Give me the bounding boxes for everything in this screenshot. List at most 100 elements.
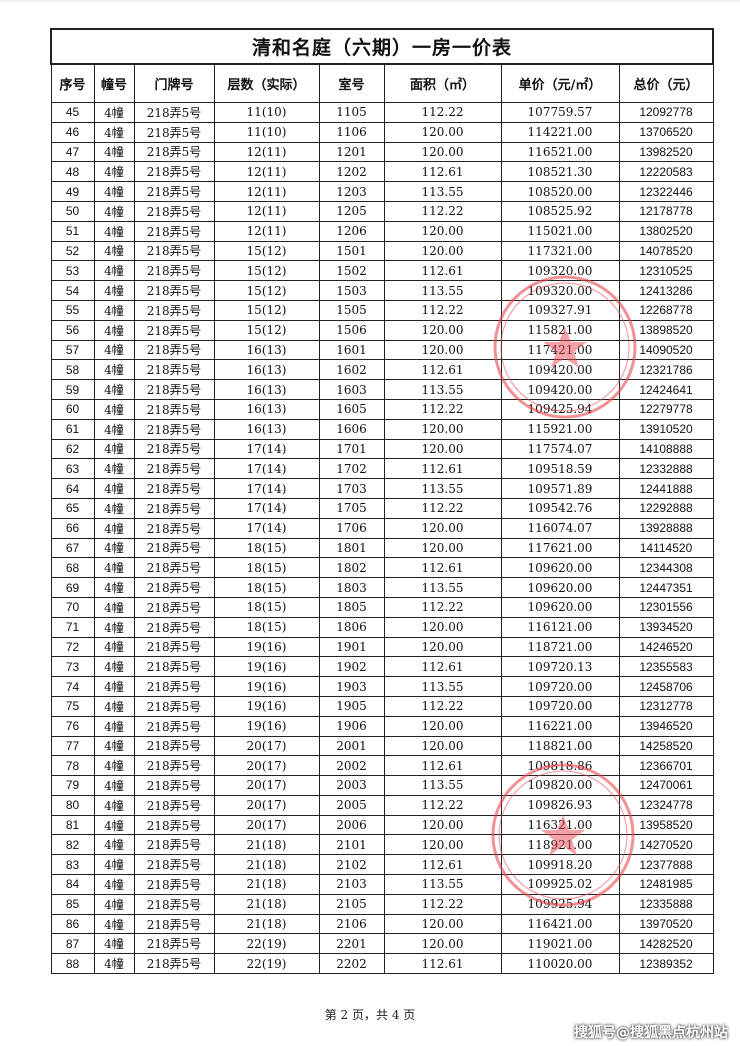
cell-index: 82: [50, 834, 95, 856]
cell-total-price: 13928888: [618, 517, 714, 539]
cell-building: 4幢: [93, 398, 135, 420]
cell-index: 52: [50, 240, 95, 262]
header-area: 面积（㎡）: [383, 63, 502, 103]
cell-unit-price: 118721.00: [500, 636, 620, 658]
cell-address: 218弄5号: [133, 874, 215, 895]
cell-area: 113.55: [383, 577, 502, 598]
cell-area: 112.22: [383, 299, 502, 321]
cell-building: 4幢: [93, 339, 135, 361]
table-row: 75 4幢 218弄5号 19(16) 1905 112.22 109720.00 12312…: [50, 695, 714, 717]
cell-index: 62: [50, 438, 95, 460]
cell-address: 218弄5号: [133, 497, 215, 519]
cell-room: 2002: [318, 755, 385, 777]
table-row: 52 4幢 218弄5号 15(12) 1501 120.00 117321.00 14078…: [50, 240, 714, 262]
cell-unit-price: 114221.00: [500, 121, 620, 143]
cell-area: 120.00: [383, 913, 502, 935]
cell-room: 1802: [318, 557, 385, 579]
cell-index: 73: [50, 656, 95, 678]
cell-total-price: 12355583: [618, 656, 714, 678]
cell-room: 1906: [318, 715, 385, 737]
cell-floor: 19(16): [213, 636, 320, 658]
cell-index: 72: [50, 636, 95, 658]
cell-total-price: 12301556: [618, 596, 714, 618]
cell-floor: 15(12): [213, 319, 320, 341]
table-title: 清和名庭（六期）一房一价表: [49, 28, 715, 65]
table-row: 54 4幢 218弄5号 15(12) 1503 113.55 109320.00 12413…: [50, 280, 714, 301]
cell-address: 218弄5号: [133, 339, 215, 361]
cell-total-price: 12279778: [618, 398, 714, 420]
cell-unit-price: 118821.00: [500, 735, 620, 757]
cell-building: 4幢: [93, 596, 135, 618]
cell-unit-price: 109320.00: [500, 280, 620, 301]
cell-area: 113.55: [383, 280, 502, 301]
cell-address: 218弄5号: [133, 577, 215, 598]
cell-room: 2001: [318, 735, 385, 757]
cell-floor: 21(18): [213, 854, 320, 876]
table-row: 65 4幢 218弄5号 17(14) 1705 112.22 109542.76 12292…: [50, 497, 714, 519]
cell-total-price: 12092778: [618, 102, 714, 123]
cell-index: 46: [50, 121, 95, 143]
cell-index: 67: [50, 537, 95, 559]
cell-floor: 17(14): [213, 478, 320, 499]
cell-building: 4幢: [93, 874, 135, 895]
cell-building: 4幢: [93, 359, 135, 381]
table-row: 76 4幢 218弄5号 19(16) 1906 120.00 116221.00 13946…: [50, 715, 714, 737]
cell-floor: 20(17): [213, 775, 320, 796]
cell-building: 4幢: [93, 141, 135, 163]
cell-address: 218弄5号: [133, 220, 215, 242]
table-row: 81 4幢 218弄5号 20(17) 2006 120.00 116321.00 13958…: [50, 814, 714, 836]
cell-floor: 19(16): [213, 656, 320, 678]
cell-room: 1803: [318, 577, 385, 598]
table-row: 56 4幢 218弄5号 15(12) 1506 120.00 115821.00 13898…: [50, 319, 714, 341]
cell-unit-price: 108521.30: [500, 161, 620, 183]
cell-total-price: 13934520: [618, 616, 714, 638]
cell-building: 4幢: [93, 299, 135, 321]
cell-floor: 12(11): [213, 141, 320, 163]
cell-floor: 15(12): [213, 280, 320, 301]
cell-building: 4幢: [93, 755, 135, 777]
table-row: 74 4幢 218弄5号 19(16) 1903 113.55 109720.00 12458…: [50, 676, 714, 697]
cell-area: 112.61: [383, 755, 502, 777]
cell-floor: 16(13): [213, 418, 320, 440]
cell-index: 70: [50, 596, 95, 618]
cell-floor: 15(12): [213, 260, 320, 282]
cell-address: 218弄5号: [133, 102, 215, 123]
cell-area: 112.22: [383, 695, 502, 717]
cell-unit-price: 110020.00: [500, 953, 620, 975]
cell-room: 1205: [318, 200, 385, 222]
cell-index: 49: [50, 181, 95, 202]
cell-floor: 19(16): [213, 695, 320, 717]
cell-area: 112.22: [383, 497, 502, 519]
cell-index: 74: [50, 676, 95, 697]
cell-floor: 18(15): [213, 537, 320, 559]
cell-address: 218弄5号: [133, 913, 215, 935]
cell-floor: 11(10): [213, 102, 320, 123]
table-row: 83 4幢 218弄5号 21(18) 2102 112.61 109918.20 12377…: [50, 854, 714, 876]
cell-unit-price: 109620.00: [500, 596, 620, 618]
cell-area: 120.00: [383, 735, 502, 757]
table-row: 87 4幢 218弄5号 22(19) 2201 120.00 119021.00 14282…: [50, 933, 714, 955]
cell-address: 218弄5号: [133, 636, 215, 658]
cell-address: 218弄5号: [133, 280, 215, 301]
table-row: 66 4幢 218弄5号 17(14) 1706 120.00 116074.07 13928…: [50, 517, 714, 539]
table-row: 48 4幢 218弄5号 12(11) 1202 112.61 108521.30 12220…: [50, 161, 714, 183]
cell-floor: 22(19): [213, 933, 320, 955]
cell-room: 1905: [318, 695, 385, 717]
cell-room: 2102: [318, 854, 385, 876]
cell-building: 4幢: [93, 695, 135, 717]
cell-room: 2106: [318, 913, 385, 935]
cell-address: 218弄5号: [133, 121, 215, 143]
cell-room: 1105: [318, 102, 385, 123]
cell-index: 64: [50, 478, 95, 499]
cell-room: 1602: [318, 359, 385, 381]
cell-unit-price: 116421.00: [500, 913, 620, 935]
cell-floor: 21(18): [213, 834, 320, 856]
table-row: 60 4幢 218弄5号 16(13) 1605 112.22 109425.94 12279…: [50, 398, 714, 420]
cell-total-price: 14108888: [618, 438, 714, 460]
cell-floor: 21(18): [213, 893, 320, 915]
cell-floor: 19(16): [213, 715, 320, 737]
cell-address: 218弄5号: [133, 398, 215, 420]
cell-floor: 17(14): [213, 438, 320, 460]
header-total-price: 总价（元）: [618, 63, 714, 103]
cell-area: 120.00: [383, 319, 502, 341]
